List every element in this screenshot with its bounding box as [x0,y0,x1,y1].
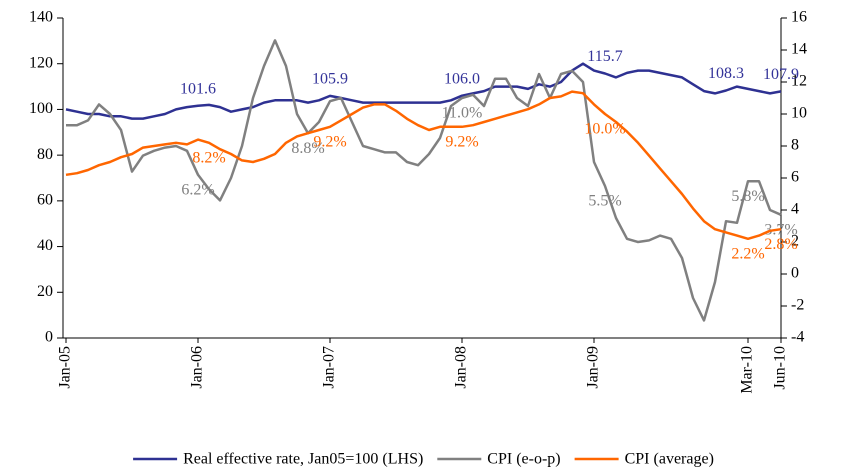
data-label: 101.6 [180,80,216,97]
x-tick-label: Mar-10 [739,346,756,394]
data-label: 8.8% [291,140,324,157]
data-label: 10.0% [584,121,625,138]
x-tick-label: Jan-05 [57,346,74,389]
y-tick-label: 140 [29,9,53,26]
y2-tick-label: -2 [791,297,804,314]
y2-tick-label: 16 [791,9,807,26]
x-tick-label: Jan-08 [453,346,470,389]
y-tick-label: 120 [29,54,53,71]
data-label: 9.2% [313,133,346,150]
y2-tick-label: 10 [791,105,807,122]
y-tick-label: 80 [37,146,53,163]
data-label: 2.2% [731,245,764,262]
y2-tick-label: 2 [791,233,799,250]
data-label: 105.9 [312,71,348,88]
y-tick-label: 0 [45,329,53,346]
data-label: 5.8% [731,188,764,205]
legend-label: CPI (average) [625,451,714,468]
y-tick-label: 100 [29,100,53,117]
y2-tick-label: 14 [791,41,807,58]
legend-label: CPI (e-o-p) [487,451,560,468]
data-label: 115.7 [587,48,622,65]
x-tick-label: Jun-10 [772,346,789,390]
y2-tick-label: 0 [791,265,799,282]
y2-tick-label: 6 [791,169,799,186]
y2-tick-label: 4 [791,201,799,218]
legend-label: Real effective rate, Jan05=100 (LHS) [183,451,423,468]
data-label: 6.2% [181,181,214,198]
x-tick-label: Jan-07 [321,346,338,389]
x-tick-label: Jan-09 [585,346,602,389]
y-tick-label: 60 [37,192,53,209]
data-label: 108.3 [708,65,744,82]
series-line [65,90,782,241]
data-label: 107.9 [763,66,799,83]
data-label: 8.2% [192,149,225,166]
x-tick-label: Jan-06 [189,346,206,389]
data-label: 9.2% [445,133,478,150]
y2-tick-label: 8 [791,137,799,154]
series-line [66,39,782,322]
y-tick-label: 20 [37,283,53,300]
y-tick-label: 40 [37,237,53,254]
y2-tick-label: -4 [791,329,804,346]
data-label: 5.5% [588,193,621,210]
data-label: 2.8% [764,236,797,253]
data-label: 106.0 [444,70,480,87]
data-label: 11.0% [442,105,483,122]
series-line [65,62,782,120]
y2-tick-label: 12 [791,73,807,90]
